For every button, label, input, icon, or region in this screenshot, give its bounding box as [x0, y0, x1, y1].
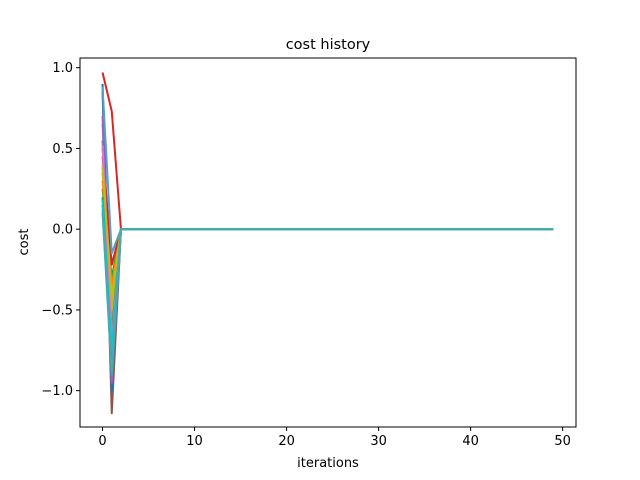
x-tick-label: 50: [554, 434, 571, 449]
x-tick-label: 10: [186, 434, 203, 449]
y-tick-label: −1.0: [41, 384, 73, 399]
x-tick-label: 20: [278, 434, 295, 449]
x-axis-label: iterations: [297, 456, 359, 471]
x-axis-ticks: 0 10 20 30 40 50: [98, 427, 571, 449]
chart-title: cost history: [286, 37, 371, 53]
x-tick-label: 40: [462, 434, 479, 449]
x-tick-label: 30: [370, 434, 387, 449]
y-tick-label: −0.5: [41, 303, 73, 318]
y-axis-label: cost: [17, 229, 32, 256]
plot-area: [80, 58, 576, 427]
y-axis-ticks: −1.0 −0.5 0.0 0.5 1.0: [41, 61, 80, 399]
plot-frame: [79, 57, 577, 428]
x-tick-label: 0: [98, 434, 106, 449]
y-tick-label: 1.0: [52, 61, 73, 76]
series-layer: [101, 72, 554, 415]
y-tick-label: 0.5: [52, 142, 73, 157]
series-line-20: [101, 212, 554, 376]
y-tick-label: 0.0: [52, 223, 73, 238]
